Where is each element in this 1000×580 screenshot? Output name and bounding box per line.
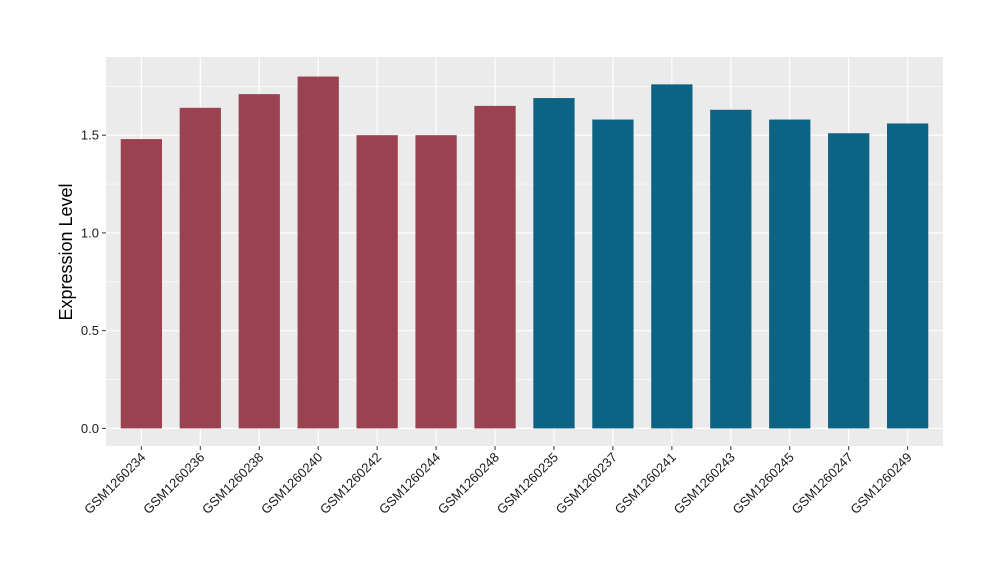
bar-GSM1260245 (769, 119, 811, 429)
x-tick-label: GSM1260238 (199, 450, 266, 517)
y-tick-label: 1.5 (81, 128, 99, 143)
bar-GSM1260235 (533, 98, 575, 429)
x-tick-label: GSM1260242 (317, 450, 384, 517)
bar-GSM1260240 (297, 76, 339, 429)
x-tick-label: GSM1260236 (140, 450, 207, 517)
x-tick-label: GSM1260249 (847, 450, 914, 517)
x-tick-label: GSM1260240 (258, 450, 325, 517)
bar-GSM1260238 (238, 94, 280, 429)
bar-GSM1260249 (887, 123, 929, 429)
y-axis-title: Expression Level (56, 183, 76, 320)
plot-panel (106, 57, 943, 446)
bar-GSM1260236 (179, 107, 221, 429)
bar-GSM1260244 (415, 135, 457, 429)
bar-GSM1260248 (474, 105, 516, 429)
bars (120, 76, 929, 429)
x-tick-label: GSM1260243 (671, 450, 738, 517)
bar-GSM1260242 (356, 135, 398, 429)
y-axis: 0.0 0.5 1.0 1.5 (81, 128, 106, 436)
x-tick-label: GSM1260237 (553, 450, 620, 517)
y-tick-label: 1.0 (81, 225, 99, 240)
x-tick-label: GSM1260244 (376, 450, 443, 517)
x-tick-label: GSM1260234 (81, 450, 148, 517)
x-tick-label: GSM1260241 (612, 450, 679, 517)
x-tick-label: GSM1260247 (788, 450, 855, 517)
bar-GSM1260243 (710, 109, 752, 429)
bar-GSM1260241 (651, 84, 693, 429)
y-tick-label: 0.5 (81, 323, 99, 338)
bar-GSM1260247 (828, 133, 870, 429)
x-tick-label: GSM1260248 (435, 450, 502, 517)
x-tick-label: GSM1260235 (494, 450, 561, 517)
bar-GSM1260234 (120, 139, 162, 429)
y-tick-label: 0.0 (81, 421, 99, 436)
bar-GSM1260237 (592, 119, 634, 429)
x-tick-label: GSM1260245 (730, 450, 797, 517)
x-axis: GSM1260234GSM1260236GSM1260238GSM1260240… (81, 446, 915, 517)
